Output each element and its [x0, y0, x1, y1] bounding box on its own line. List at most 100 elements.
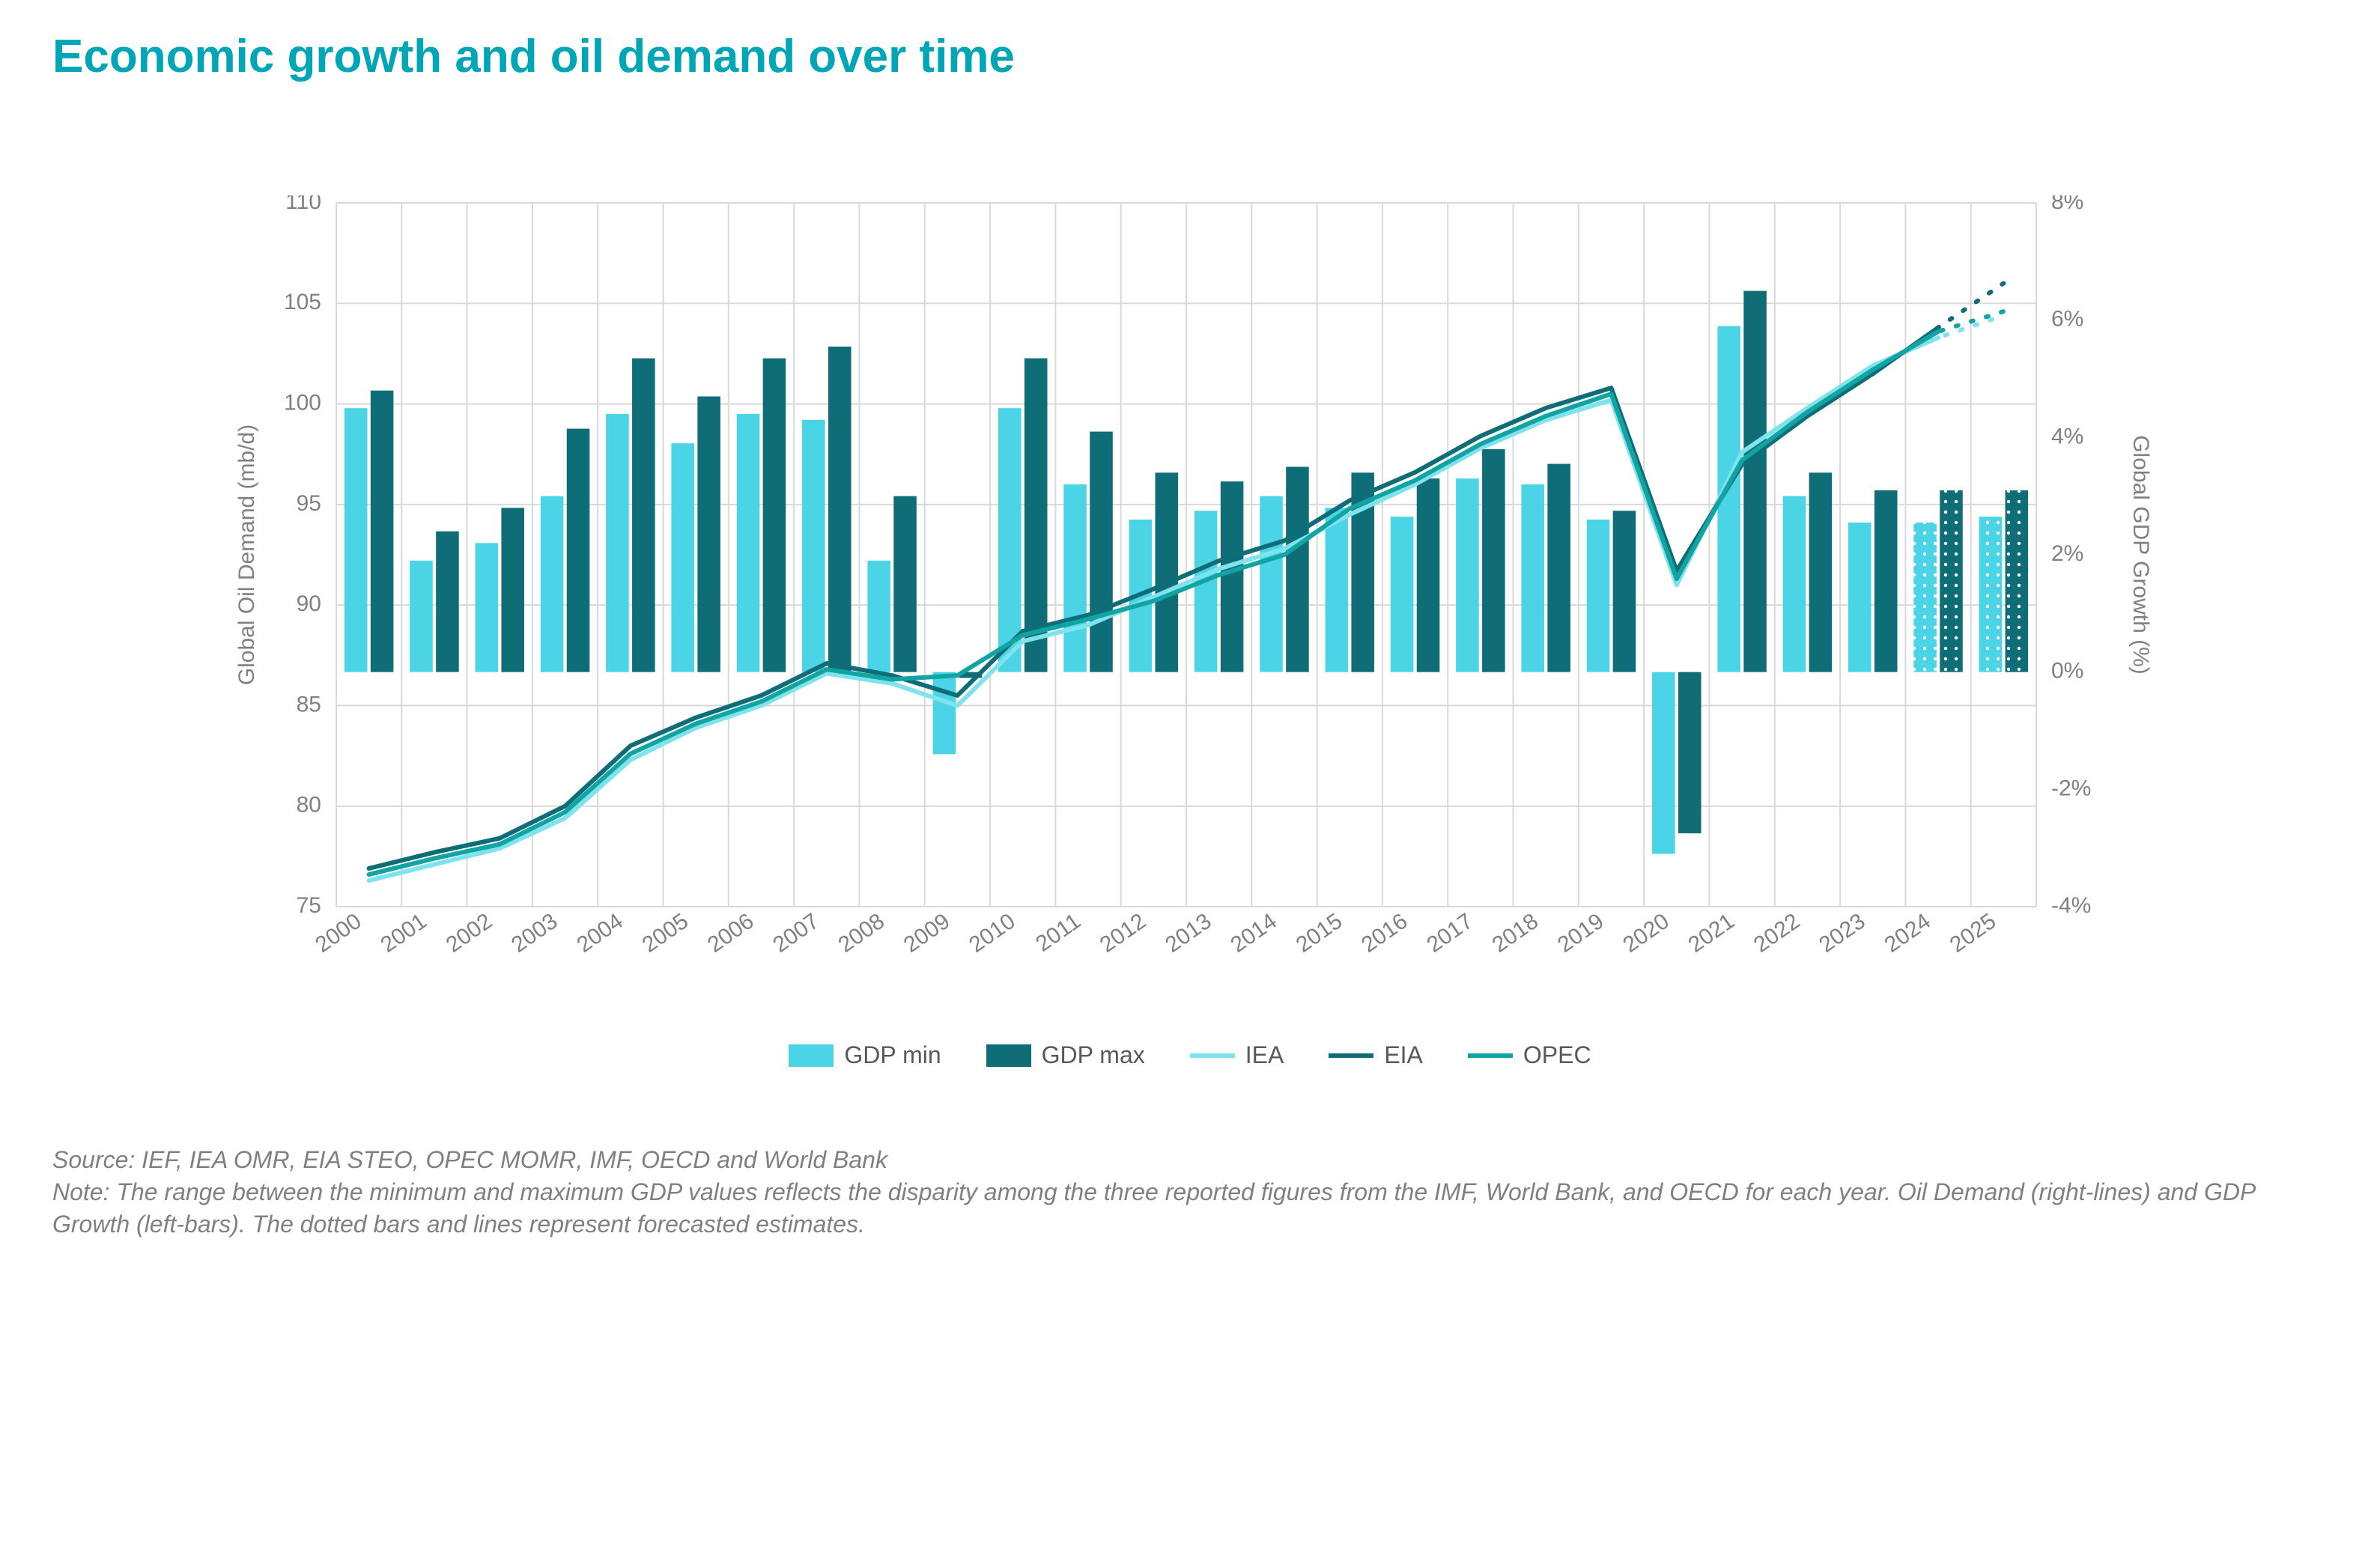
x-tick-label: 2022: [1749, 909, 1805, 958]
gdp-max-bar: [697, 397, 720, 672]
gdp-max-bar: [501, 508, 524, 672]
gdp-max-bar: [1809, 472, 1833, 672]
legend: GDP min GDP max IEA EIA OPEC: [52, 1041, 2328, 1069]
gdp-max-bar: [763, 359, 786, 672]
gdp-min-bar: [1587, 520, 1610, 672]
x-tick-label: 2007: [768, 909, 824, 958]
gdp-min-bar: [1913, 523, 1937, 672]
gdp-min-bar: [1063, 484, 1087, 672]
x-tick-label: 2009: [899, 909, 955, 958]
gdp-max-bar: [1613, 511, 1636, 672]
x-tick-label: 2005: [638, 909, 693, 958]
footnote-source: Source: IEF, IEA OMR, EIA STEO, OPEC MOM…: [52, 1144, 2328, 1176]
gdp-max-bar: [632, 359, 655, 672]
gdp-min-bar: [998, 408, 1021, 672]
x-tick-label: 2011: [1031, 909, 1085, 957]
x-tick-label: 2016: [1357, 909, 1412, 958]
legend-swatch: [986, 1044, 1031, 1067]
gdp-min-bar: [1456, 478, 1479, 672]
gdp-min-bar: [1326, 508, 1349, 672]
y-left-tick-label: 95: [297, 491, 321, 516]
legend-label: GDP min: [844, 1041, 941, 1069]
y-right-tick-label: 6%: [2051, 307, 2083, 332]
gdp-max-bar: [567, 429, 590, 672]
gdp-min-bar: [344, 408, 368, 672]
y-left-axis-title: Global Oil Demand (mb/d): [234, 424, 259, 685]
x-tick-label: 2013: [1161, 909, 1216, 958]
gdp-min-bar: [1391, 517, 1414, 672]
x-tick-label: 2025: [1946, 909, 2001, 958]
gdp-min-bar: [933, 672, 956, 755]
gdp-min-bar: [671, 443, 694, 672]
legend-swatch: [789, 1044, 834, 1067]
page: Economic growth and oil demand over time…: [0, 0, 2380, 1555]
x-tick-label: 2024: [1880, 909, 1935, 958]
gdp-min-bar: [1848, 523, 1871, 672]
x-tick-label: 2014: [1226, 909, 1281, 958]
y-right-tick-label: 4%: [2051, 424, 2083, 448]
x-tick-label: 2012: [1096, 909, 1151, 958]
gdp-min-bar: [867, 561, 890, 672]
x-tick-label: 2023: [1815, 909, 1870, 958]
gdp-min-bar: [1260, 496, 1283, 672]
gdp-max-bar: [1482, 449, 1505, 672]
legend-swatch: [1329, 1053, 1373, 1058]
footnote: Source: IEF, IEA OMR, EIA STEO, OPEC MOM…: [52, 1144, 2328, 1241]
gdp-max-bar: [1940, 490, 1963, 672]
gdp-max-bar: [436, 532, 459, 672]
gdp-max-bar: [1743, 291, 1767, 672]
combo-chart: 7580859095100105110-4%-2%0%2%4%6%8%20002…: [216, 195, 2164, 1019]
x-tick-label: 2003: [507, 909, 562, 958]
x-tick-label: 2020: [1618, 909, 1674, 958]
gdp-max-bar: [1874, 490, 1898, 672]
gdp-max-bar: [1221, 481, 1244, 672]
gdp-max-bar: [1678, 672, 1701, 833]
x-tick-label: 2018: [1488, 909, 1543, 958]
gdp-min-bar: [1783, 496, 1806, 672]
y-left-tick-label: 110: [285, 195, 321, 214]
gdp-max-bar: [1286, 467, 1309, 672]
y-left-tick-label: 100: [284, 390, 321, 415]
legend-label: GDP max: [1042, 1041, 1145, 1069]
x-tick-label: 2008: [834, 909, 890, 958]
y-right-tick-label: -4%: [2051, 893, 2091, 918]
chart-container: 7580859095100105110-4%-2%0%2%4%6%8%20002…: [216, 195, 2164, 1019]
y-right-tick-label: 8%: [2051, 195, 2083, 214]
x-tick-label: 2010: [965, 909, 1020, 958]
gdp-max-bar: [1156, 472, 1179, 672]
legend-item: IEA: [1190, 1041, 1284, 1069]
gdp-max-bar: [1547, 464, 1570, 672]
gdp-min-bar: [476, 543, 499, 672]
legend-item: OPEC: [1468, 1041, 1591, 1069]
gdp-min-bar: [737, 414, 760, 672]
gdp-min-bar: [606, 414, 629, 672]
gdp-min-bar: [541, 496, 564, 672]
iea-line: [369, 338, 1938, 880]
gdp-max-bar: [893, 496, 917, 672]
gdp-max-bar: [828, 347, 851, 672]
gdp-max-bar: [371, 391, 394, 672]
legend-label: OPEC: [1523, 1041, 1591, 1069]
legend-swatch: [1468, 1053, 1513, 1058]
x-tick-label: 2015: [1292, 909, 1347, 958]
legend-label: EIA: [1384, 1041, 1423, 1069]
y-right-axis-title: Global GDP Growth (%): [2128, 435, 2153, 675]
x-tick-label: 2004: [572, 909, 628, 958]
gdp-min-bar: [1652, 672, 1675, 854]
gdp-max-bar: [1090, 432, 1113, 672]
x-tick-label: 2002: [442, 909, 497, 958]
y-left-tick-label: 105: [284, 290, 321, 314]
x-tick-label: 2006: [703, 909, 759, 958]
y-right-tick-label: 2%: [2051, 541, 2083, 566]
gdp-min-bar: [1979, 517, 2003, 672]
y-left-tick-label: 85: [297, 692, 321, 716]
x-tick-label: 2019: [1553, 909, 1609, 958]
legend-item: EIA: [1329, 1041, 1423, 1069]
legend-swatch: [1190, 1053, 1235, 1058]
opec-line: [369, 332, 1938, 874]
legend-item: GDP min: [789, 1041, 941, 1069]
page-title: Economic growth and oil demand over time: [52, 30, 2328, 106]
y-left-tick-label: 80: [297, 793, 321, 818]
x-tick-label: 2001: [376, 909, 431, 958]
x-tick-label: 2017: [1422, 909, 1478, 958]
